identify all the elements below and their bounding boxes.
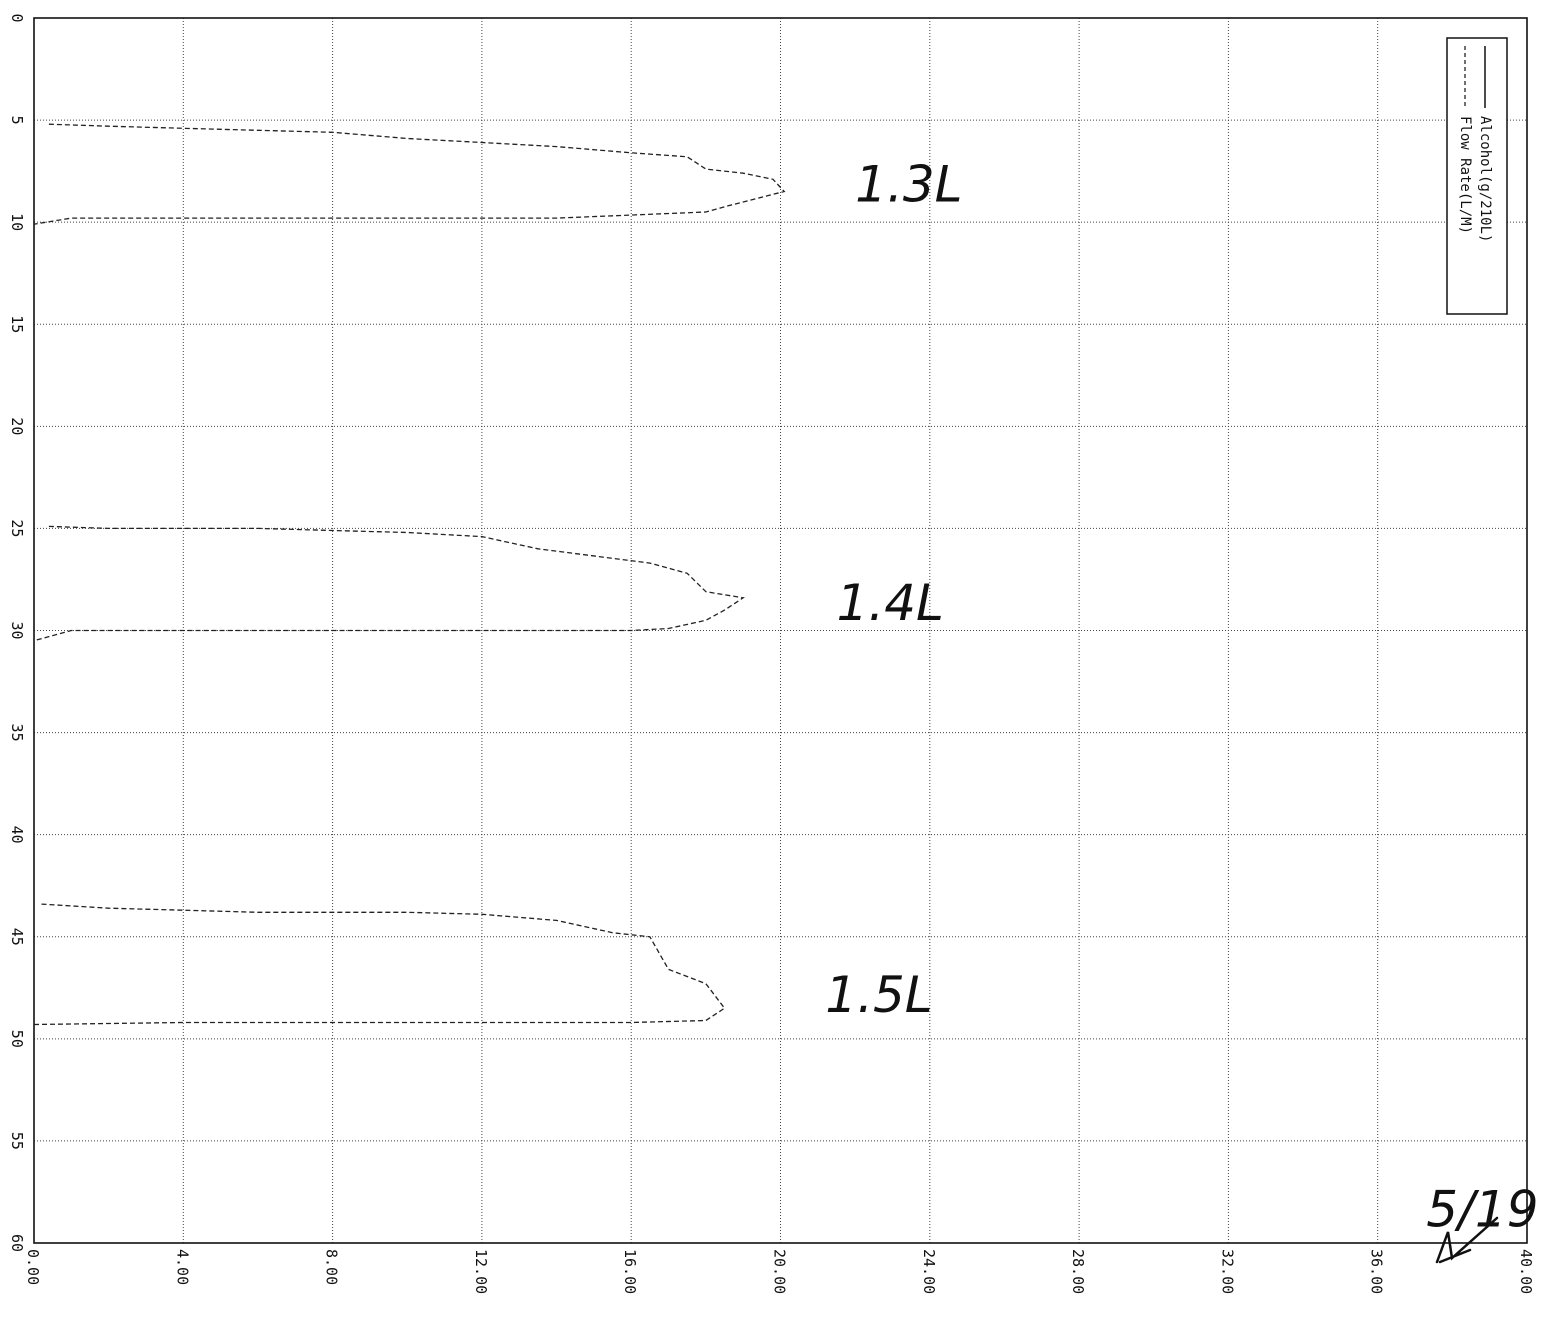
tick-labels: 0 5 10 15 20 25 30 35 40 45 50 55 600.00 4.00 8.00 12.0… — [8, 13, 1535, 1294]
value-tick-label: 40.00 — [1517, 1249, 1535, 1294]
time-tick-label: 55 — [8, 1132, 26, 1150]
value-tick-label: 8.00 — [323, 1249, 341, 1285]
value-tick-label: 36.00 — [1368, 1249, 1386, 1294]
time-tick-label: 5 — [8, 116, 26, 125]
value-tick-label: 20.00 — [771, 1249, 789, 1294]
plot-border — [33, 17, 1528, 1244]
handwritten-annotations: 1.3L 1.4L 1.5L 5/19 — [825, 155, 1539, 1264]
legend-label-alcohol: Alcohol(g/210L) — [1477, 116, 1493, 242]
flow-rate-segment-2 — [33, 525, 745, 642]
time-tick-label: 25 — [8, 519, 26, 537]
time-tick-label: 15 — [8, 315, 26, 333]
flow-rate-segment-1 — [33, 123, 786, 225]
time-tick-label: 45 — [8, 928, 26, 946]
time-tick-label: 50 — [8, 1030, 26, 1048]
value-tick-label: 12.00 — [472, 1249, 490, 1294]
value-tick-label: 32.00 — [1218, 1249, 1236, 1294]
time-tick-label: 30 — [8, 621, 26, 639]
chart-legend: Alcohol(g/210L) Flow Rate(L/M) — [1446, 37, 1508, 315]
time-tick-label: 40 — [8, 826, 26, 844]
time-tick-label: 35 — [8, 724, 26, 742]
time-tick-label: 10 — [8, 213, 26, 231]
value-tick-label: 28.00 — [1069, 1249, 1087, 1294]
value-tick-label: 16.00 — [621, 1249, 639, 1294]
flow-rate-segment-3 — [33, 903, 726, 1026]
handwritten-note-2: 1.4L — [836, 574, 943, 632]
series-layer — [33, 123, 786, 1026]
plot-frame — [33, 17, 1528, 1244]
legend-box — [1446, 37, 1508, 315]
time-tick-label: 0 — [8, 13, 26, 22]
chart-grid — [34, 18, 1527, 1243]
value-tick-label: 24.00 — [920, 1249, 938, 1294]
value-tick-label: 0.00 — [24, 1249, 42, 1285]
time-tick-label: 20 — [8, 417, 26, 435]
handwritten-note-3: 1.5L — [825, 966, 932, 1024]
value-tick-label: 4.00 — [173, 1249, 191, 1285]
time-tick-label: 60 — [8, 1234, 26, 1252]
handwritten-note-4: 5/19 — [1426, 1180, 1538, 1238]
signature-mark — [1435, 1216, 1499, 1264]
handwritten-note-1: 1.3L — [855, 155, 962, 213]
legend-label-flow-rate: Flow Rate(L/M) — [1457, 116, 1473, 234]
